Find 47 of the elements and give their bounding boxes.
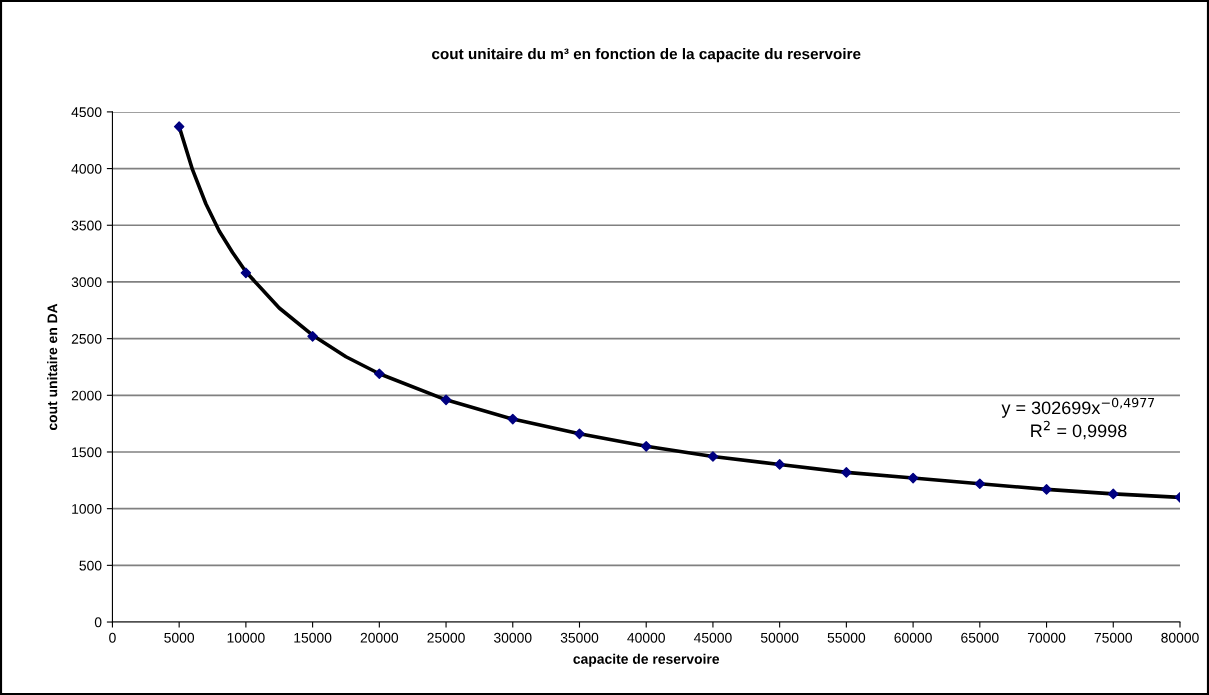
x-tick-label: 15000 [294,632,332,643]
x-tick-label: 50000 [760,632,799,643]
x-tick-label: 20000 [360,632,399,643]
x-tick-label: 55000 [827,632,866,643]
y-tick-label: 4500 [71,107,102,118]
annotation: y = 302699x$^{−0,4977}$ [1001,397,1155,418]
point [307,331,318,342]
chart-title: cout unitaire du m³ en fonction de la capacite du reservoire [432,48,861,63]
point [574,428,585,440]
point [841,467,852,478]
y-tick-label: 3500 [71,220,102,231]
x-tick-label: 75000 [1094,632,1133,643]
x-tick-label: 5000 [164,632,195,643]
x-tick-label: 70000 [1027,632,1066,643]
point [707,451,719,462]
x-tick-label: 10000 [227,632,265,643]
point [507,413,519,425]
point [240,267,252,279]
x-tick-label: 35000 [560,632,599,643]
y-tick-label: 0 [94,617,102,628]
point [440,394,452,406]
y-tick-label: 2000 [71,390,102,401]
y-tick-label: 1500 [72,447,102,458]
x-tick-label: 40000 [627,632,665,643]
point [974,478,986,490]
point [1041,484,1052,495]
y-tick-label: 2500 [71,333,102,344]
point [907,472,919,484]
x-tick-label: 25000 [427,632,465,643]
y-axis-title: cout unitaire en DA [47,303,58,431]
point [774,459,785,470]
x-axis-title: capacite de reservoire [573,653,720,667]
annotation: R$^{2}$ = 0,9998 [1031,420,1127,440]
x-tick-label: 80000 [1161,632,1199,643]
point [1107,488,1119,500]
y-tick-label: 500 [79,560,102,571]
point [173,121,185,132]
x-tick-label: 60000 [894,632,932,643]
x-tick-label: 30000 [493,632,532,643]
y-tick-label: 3000 [71,277,102,288]
y-tick-label: 4000 [71,163,102,174]
x-tick-label: 45000 [693,632,732,643]
x-tick-label: 65000 [961,632,999,643]
y-tick-label: 1000 [72,504,102,514]
x-tick-label: 0 [109,632,116,643]
point [640,441,652,452]
point [374,368,385,380]
